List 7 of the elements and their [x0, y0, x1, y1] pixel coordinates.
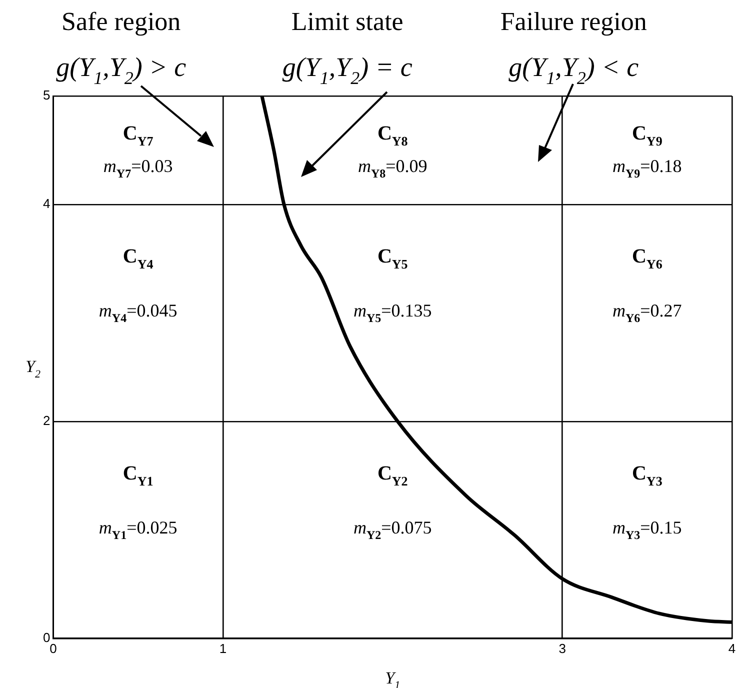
x-tick-label: 1 — [219, 640, 227, 656]
y-tick-label: 4 — [42, 196, 50, 212]
y-tick-label: 0 — [42, 630, 50, 645]
x-tick-label: 4 — [728, 640, 736, 656]
y-tick-label: 2 — [42, 413, 50, 428]
y-tick-label: 5 — [42, 88, 50, 103]
x-tick-label: 3 — [558, 640, 566, 656]
